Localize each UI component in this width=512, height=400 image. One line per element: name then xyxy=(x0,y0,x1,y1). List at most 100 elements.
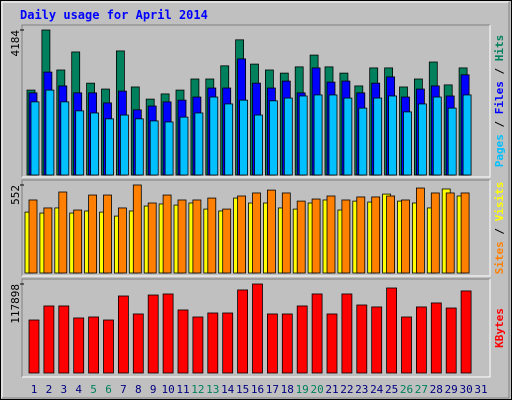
legend: Pages / Files / Hits xyxy=(493,35,506,168)
chart-title: Daily usage for April 2014 xyxy=(20,8,208,22)
x-tick-label: 31 xyxy=(474,383,487,396)
bar xyxy=(417,103,427,176)
panel-bevel xyxy=(22,25,491,178)
bar xyxy=(239,99,249,176)
bar xyxy=(401,316,412,374)
bar xyxy=(73,317,85,374)
bar xyxy=(326,313,338,374)
bar xyxy=(132,313,144,374)
bar xyxy=(341,293,353,374)
bar xyxy=(132,184,142,274)
bar xyxy=(209,96,219,176)
legend: Sites / Visits xyxy=(493,182,506,275)
bar xyxy=(283,97,293,176)
bar xyxy=(266,189,276,274)
legend-entry: Visits xyxy=(493,182,506,222)
bar xyxy=(460,290,472,374)
x-tick-label: 8 xyxy=(135,383,142,396)
bar xyxy=(358,107,368,176)
bar xyxy=(192,316,204,374)
bar xyxy=(266,313,278,374)
x-tick-label: 30 xyxy=(459,383,472,396)
bar xyxy=(445,307,457,374)
bar xyxy=(298,95,308,176)
bar xyxy=(162,194,172,274)
bar xyxy=(162,293,174,374)
bar xyxy=(90,112,99,176)
bar xyxy=(356,196,366,274)
bar xyxy=(28,199,38,274)
legend-entry: Hits xyxy=(493,35,506,62)
bar xyxy=(371,196,381,274)
bar xyxy=(103,319,114,374)
bar xyxy=(403,111,412,176)
legend-separator: / xyxy=(493,221,506,241)
bar xyxy=(447,107,457,176)
panel-bevel xyxy=(21,278,490,377)
y-tick-label: 4184 xyxy=(9,30,22,57)
x-tick-label: 22 xyxy=(340,383,353,396)
x-tick-label: 14 xyxy=(221,383,235,396)
x-tick-label: 21 xyxy=(325,383,338,396)
bar xyxy=(207,197,217,274)
bar xyxy=(462,94,472,176)
bar xyxy=(237,195,247,274)
bar xyxy=(147,202,157,274)
panel-bevel xyxy=(22,180,491,277)
bar xyxy=(179,116,189,176)
bar xyxy=(252,283,263,374)
x-tick-label: 25 xyxy=(385,383,398,396)
legend-separator: / xyxy=(493,114,506,134)
bar xyxy=(75,110,85,176)
x-tick-label: 5 xyxy=(90,383,97,396)
bar xyxy=(118,295,129,374)
x-tick-label: 9 xyxy=(150,383,157,396)
bar xyxy=(120,114,129,176)
x-tick-label: 20 xyxy=(310,383,323,396)
bar xyxy=(222,312,234,374)
bar xyxy=(164,121,174,176)
x-tick-label: 3 xyxy=(60,383,67,396)
panel-bevel xyxy=(22,279,491,378)
panel-bevel xyxy=(21,24,490,177)
bar xyxy=(88,316,99,374)
bar xyxy=(177,199,187,274)
bar xyxy=(43,207,53,274)
bar xyxy=(43,305,55,374)
bar xyxy=(194,112,204,176)
x-tick-label: 7 xyxy=(120,383,127,396)
legend: KBytes xyxy=(493,308,506,348)
bar xyxy=(311,198,321,274)
bar xyxy=(415,187,425,274)
legend-entry: KBytes xyxy=(493,308,506,348)
bar xyxy=(222,208,232,274)
y-tick-label: 552 xyxy=(9,185,22,205)
bar xyxy=(58,305,70,374)
legend-entry: Pages xyxy=(493,134,506,167)
bar xyxy=(224,103,234,176)
bar xyxy=(58,191,68,274)
bar xyxy=(237,289,249,374)
bar xyxy=(415,306,427,374)
bar xyxy=(30,101,40,176)
bar xyxy=(371,306,383,374)
x-tick-label: 18 xyxy=(281,383,294,396)
x-tick-label: 4 xyxy=(75,383,82,396)
bar xyxy=(281,192,291,274)
x-tick-label: 26 xyxy=(400,383,413,396)
bar xyxy=(311,293,323,374)
bar xyxy=(401,199,410,274)
bar xyxy=(281,313,293,374)
bar xyxy=(343,97,353,176)
bar xyxy=(432,96,442,176)
bar xyxy=(103,194,112,274)
bar xyxy=(254,114,263,176)
bar xyxy=(373,97,383,176)
bar xyxy=(386,195,396,274)
bar xyxy=(328,94,338,176)
x-tick-label: 28 xyxy=(430,383,443,396)
bar xyxy=(268,100,278,176)
